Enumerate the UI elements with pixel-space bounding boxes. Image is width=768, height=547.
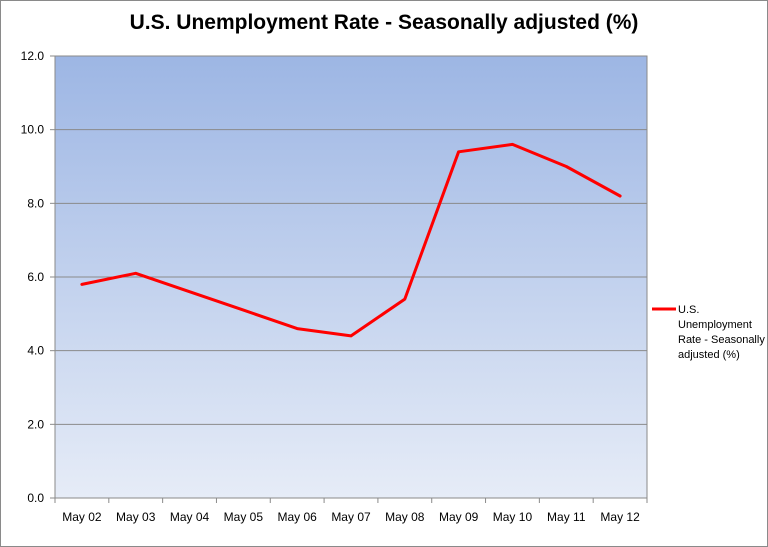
x-tick-label: May 12 xyxy=(600,510,640,524)
x-tick-labels: May 02 May 03 May 04 May 05 May 06 May 07 May … xyxy=(62,510,640,524)
legend-label: adjusted (%) xyxy=(678,349,740,361)
data-point xyxy=(511,143,514,146)
legend-label: Rate - Seasonally xyxy=(678,334,765,346)
data-point xyxy=(403,298,406,301)
x-tick-label: May 09 xyxy=(439,510,479,524)
x-tick-label: May 05 xyxy=(224,510,264,524)
y-tick-label: 2.0 xyxy=(27,417,44,431)
y-tick-label: 0.0 xyxy=(27,491,44,505)
x-tick-label: May 03 xyxy=(116,510,156,524)
data-point xyxy=(350,334,353,337)
data-point xyxy=(565,165,568,168)
x-tick-label: May 10 xyxy=(493,510,533,524)
chart-title: U.S. Unemployment Rate - Seasonally adju… xyxy=(129,11,639,34)
axes xyxy=(50,55,648,503)
legend-label: U.S. xyxy=(678,304,699,316)
x-tick-label: May 07 xyxy=(331,510,371,524)
y-tick-label: 8.0 xyxy=(27,196,44,210)
data-point xyxy=(619,194,622,197)
series-line xyxy=(80,142,622,338)
x-tick-label: May 11 xyxy=(547,510,586,524)
data-point xyxy=(188,290,191,293)
y-tick-label: 6.0 xyxy=(27,270,44,284)
series-layer xyxy=(80,142,622,338)
data-point xyxy=(80,283,83,286)
x-tick-label: May 06 xyxy=(278,510,318,524)
data-point xyxy=(242,309,245,312)
y-tick-label: 4.0 xyxy=(27,344,44,358)
y-tick-labels: 0.0 2.0 4.0 6.0 8.0 10.0 12.0 xyxy=(21,49,45,505)
y-tick-label: 12.0 xyxy=(21,49,45,63)
x-tick-label: May 04 xyxy=(170,510,210,524)
gridlines xyxy=(55,129,647,425)
y-tick-label: 10.0 xyxy=(21,123,45,137)
x-tick-label: May 08 xyxy=(385,510,425,524)
legend-label: Unemployment xyxy=(678,319,752,331)
x-tick-label: May 02 xyxy=(62,510,102,524)
legend: U.S. Unemployment Rate - Seasonally adjuste… xyxy=(652,304,765,361)
data-point xyxy=(296,327,299,330)
data-point xyxy=(457,150,460,153)
data-point xyxy=(134,272,137,275)
